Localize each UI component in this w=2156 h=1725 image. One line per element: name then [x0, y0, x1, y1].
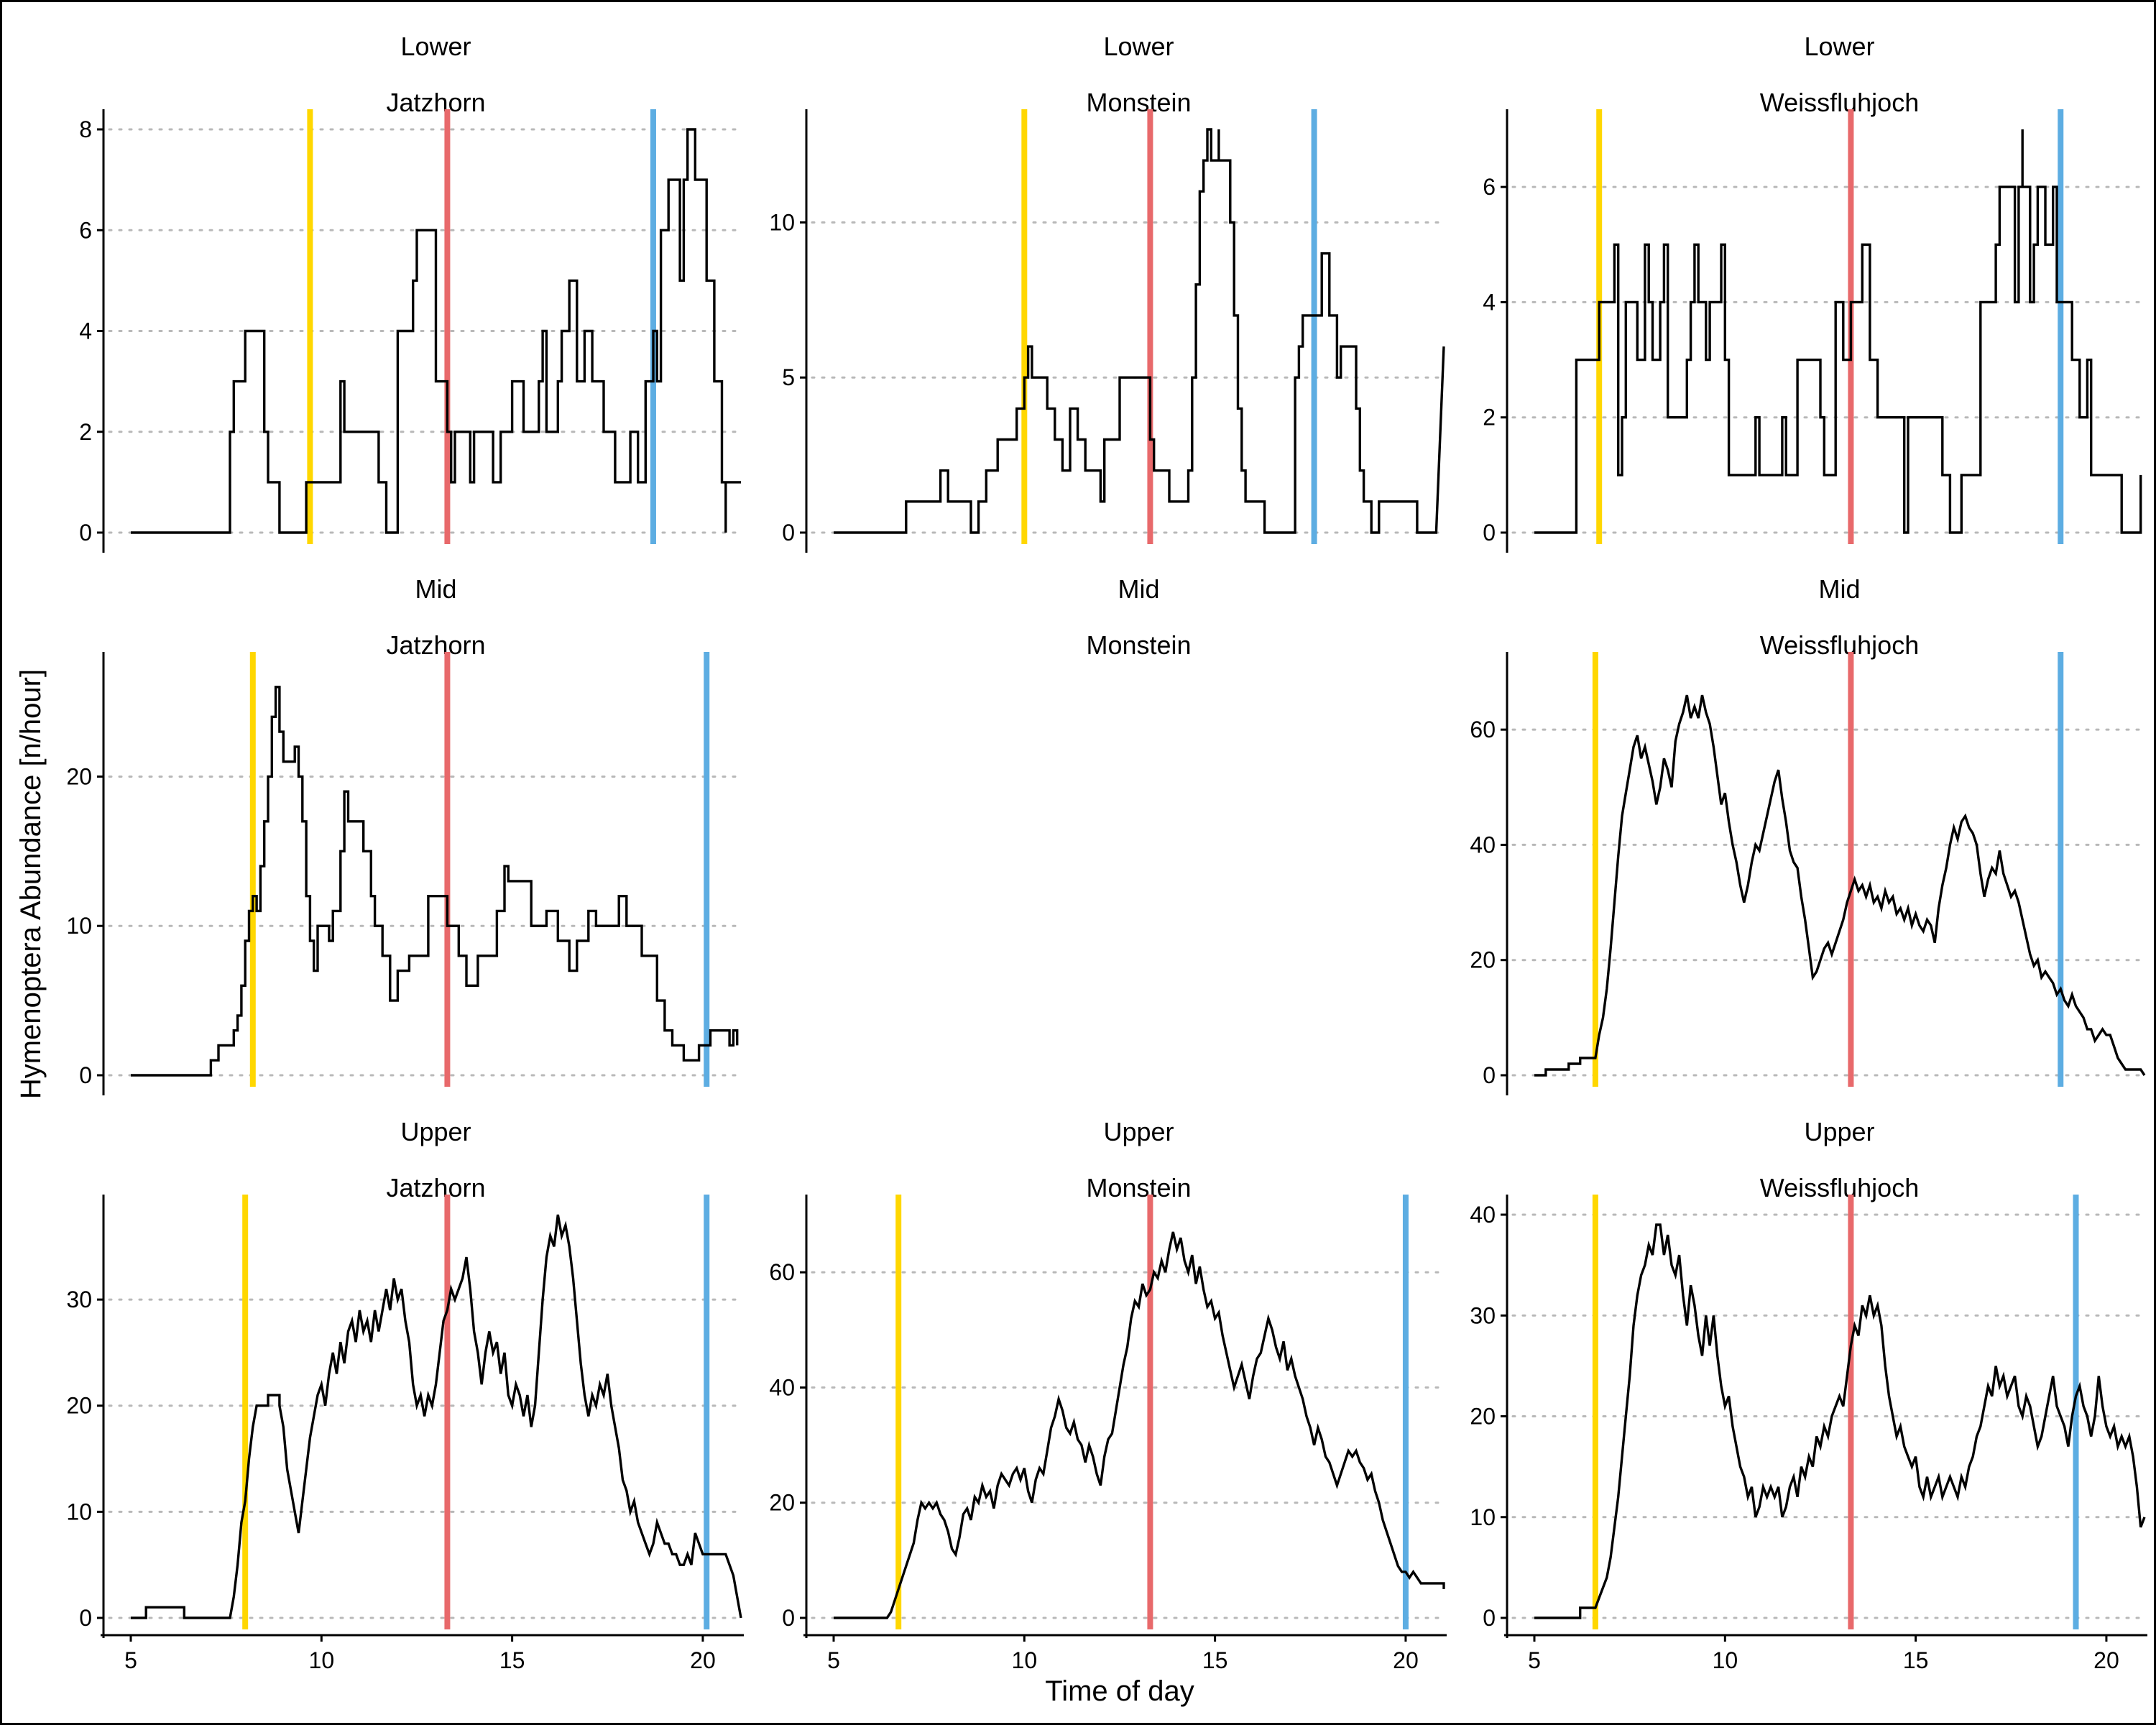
y-tick-label: 10 [66, 913, 92, 939]
y-tick-label: 0 [79, 1062, 92, 1088]
abundance-line [1534, 694, 2146, 1077]
panel-2-2: Mid Monstein [1086, 574, 1191, 660]
panel-strip-site: Weissfluhjoch [1760, 1173, 1919, 1202]
panel-2-1: Mid Jatzhorn 0 10 20 [66, 574, 742, 1095]
panel-strip-site: Jatzhorn [386, 1173, 485, 1202]
panel-strip-zone: Upper [1103, 1117, 1174, 1146]
y-tick-label: 8 [79, 116, 92, 142]
abundance-line [1534, 1223, 2146, 1619]
y-tick-label: 20 [1470, 947, 1496, 973]
y-tick-label: 10 [1470, 1504, 1496, 1530]
panel-3-2: Upper Monstein 0 20 40 60 5 10 15 20 [769, 1117, 1447, 1673]
panel-2-3: Mid Weissfluhjoch 0 20 40 60 [1470, 574, 2146, 1095]
y-tick-label: 40 [769, 1374, 795, 1400]
panel-3-1: Upper Jatzhorn 0 10 20 30 5 10 15 20 [66, 1117, 744, 1673]
y-tick-label: 20 [1470, 1404, 1496, 1430]
abundance-line [131, 128, 741, 534]
abundance-line [131, 686, 739, 1077]
abundance-line [834, 128, 1445, 534]
panel-1-3: Lower Weissfluhjoch 0 2 4 6 [1483, 32, 2146, 553]
panel-strip-site: Monstein [1086, 1173, 1191, 1202]
panel-strip-zone: Lower [400, 32, 471, 61]
panel-strip-zone: Upper [1804, 1117, 1874, 1146]
panel-strip-site: Weissfluhjoch [1760, 630, 1919, 660]
y-tick-label: 2 [79, 419, 92, 445]
x-tick-label: 5 [1528, 1647, 1541, 1673]
y-tick-label: 10 [769, 209, 795, 235]
x-tick-label: 5 [124, 1647, 137, 1673]
y-tick-label: 30 [66, 1287, 92, 1312]
panel-1-1: Lower Jatzhorn 0 2 4 6 8 [79, 32, 742, 553]
y-tick-label: 10 [66, 1499, 92, 1524]
x-axis-title: Time of day [1045, 1675, 1194, 1707]
x-tick-label: 10 [1713, 1647, 1738, 1673]
y-tick-label: 20 [66, 1393, 92, 1419]
panel-strip-zone: Upper [400, 1117, 471, 1146]
panel-strip-zone: Mid [1118, 574, 1159, 604]
x-tick-label: 15 [499, 1647, 525, 1673]
y-tick-label: 60 [769, 1259, 795, 1285]
y-tick-label: 0 [782, 520, 795, 546]
x-tick-label: 20 [690, 1647, 716, 1673]
panel-3-3: Upper Weissfluhjoch 0 10 20 30 40 5 10 15 20 [1470, 1117, 2147, 1673]
y-tick-label: 4 [1483, 289, 1496, 315]
y-tick-label: 5 [782, 364, 795, 390]
x-tick-label: 5 [827, 1647, 840, 1673]
y-tick-label: 2 [1483, 405, 1496, 431]
y-tick-label: 30 [1470, 1302, 1496, 1328]
y-tick-label: 20 [66, 763, 92, 789]
y-tick-label: 0 [79, 520, 92, 546]
panel-strip-site: Weissfluhjoch [1760, 88, 1919, 117]
x-tick-label: 15 [1903, 1647, 1929, 1673]
y-tick-label: 0 [1483, 1062, 1496, 1088]
x-tick-label: 20 [2093, 1647, 2119, 1673]
y-tick-label: 0 [1483, 520, 1496, 546]
y-tick-label: 60 [1470, 717, 1496, 742]
y-axis-title: Hymenoptera Abundance [n/hour] [15, 669, 47, 1099]
y-tick-label: 0 [1483, 1605, 1496, 1631]
abundance-line [834, 1231, 1445, 1619]
y-tick-label: 0 [79, 1605, 92, 1631]
abundance-line [131, 1214, 742, 1619]
panels-group: LowerJatzhorn02468LowerMonstein0510Lower… [66, 32, 2147, 1673]
panel-strip-zone: Mid [415, 574, 456, 604]
panel-strip-zone: Lower [1103, 32, 1174, 61]
y-tick-label: 40 [1470, 832, 1496, 857]
y-tick-label: 6 [1483, 174, 1496, 200]
x-tick-label: 20 [1393, 1647, 1419, 1673]
panel-strip-zone: Mid [1818, 574, 1860, 604]
panel-strip-zone: Lower [1804, 32, 1874, 61]
y-tick-label: 0 [782, 1605, 795, 1631]
panel-strip-site: Jatzhorn [386, 88, 485, 117]
y-tick-label: 20 [769, 1490, 795, 1516]
abundance-line [1534, 129, 2142, 534]
x-tick-label: 15 [1202, 1647, 1228, 1673]
panel-1-2: Lower Monstein 0 5 10 [769, 32, 1445, 553]
x-tick-label: 10 [1012, 1647, 1038, 1673]
y-tick-label: 6 [79, 217, 92, 243]
panel-strip-site: Monstein [1086, 88, 1191, 117]
panel-strip-site: Jatzhorn [386, 630, 485, 660]
panel-strip-site: Monstein [1086, 630, 1191, 660]
x-tick-label: 10 [309, 1647, 335, 1673]
y-tick-label: 40 [1470, 1202, 1496, 1228]
y-tick-label: 4 [79, 318, 92, 344]
